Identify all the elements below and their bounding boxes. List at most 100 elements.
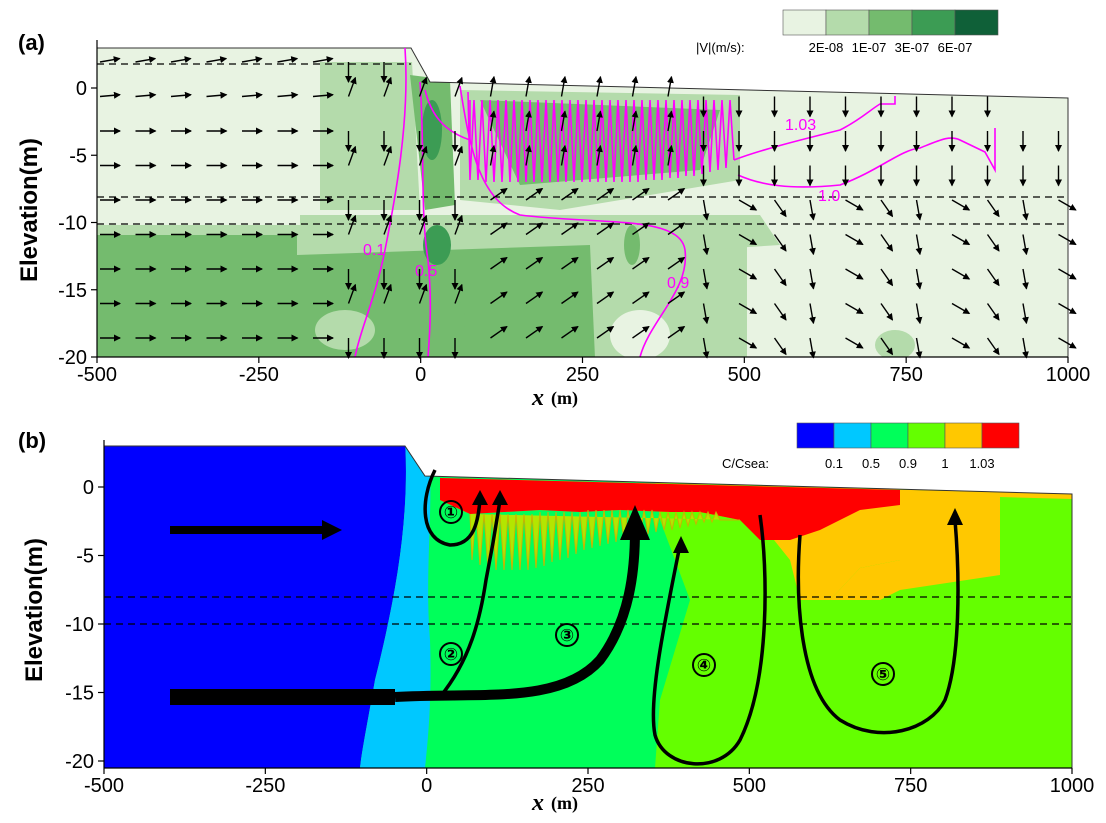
velocity-vector	[1058, 199, 1077, 211]
velocity-vector	[880, 234, 894, 252]
flow-path-label-1: ①	[439, 500, 463, 524]
velocity-vector	[738, 302, 758, 315]
colorbar-b-swatch	[944, 422, 983, 449]
velocity-vector	[951, 337, 971, 349]
inflow-arrow-upper-head	[322, 520, 342, 540]
velocity-vector	[808, 268, 816, 290]
velocity-vector	[666, 110, 674, 132]
velocity-vector	[418, 145, 428, 166]
velocity-vector	[490, 256, 508, 270]
velocity-vector	[915, 268, 923, 290]
velocity-vector	[525, 187, 544, 201]
velocity-vector	[525, 256, 544, 270]
velocity-vector	[561, 325, 579, 339]
xtick-label: 0	[421, 775, 432, 797]
velocity-vector	[383, 145, 393, 166]
velocity-vector	[738, 199, 758, 211]
velocity-vector	[632, 291, 650, 305]
ytick-label: -10	[65, 614, 94, 636]
velocity-vector	[667, 187, 686, 201]
velocity-vector	[880, 303, 894, 321]
colorbar-b-label: 1.03	[969, 456, 994, 471]
svg-text:④: ④	[697, 656, 711, 676]
velocity-vector	[632, 325, 650, 339]
contour-labels: 0.1 0.5 0.9 1.0 1.03	[363, 117, 840, 292]
xtick-label: 250	[566, 364, 599, 386]
velocity-vector	[490, 187, 508, 201]
velocity-vector	[845, 233, 864, 246]
velocity-vector	[702, 303, 710, 325]
velocity-vector	[241, 91, 263, 99]
velocity-vectors	[99, 56, 1077, 359]
colorbar-a-labels: 2E-08 1E-07 3E-07 6E-07	[809, 40, 973, 55]
velocity-vector	[596, 256, 615, 270]
xtick-label: 750	[894, 775, 927, 797]
ytick-label: -15	[65, 683, 94, 705]
contour-0.9	[459, 85, 687, 358]
velocity-vector	[561, 256, 579, 270]
panel-a-tag: (a)	[18, 30, 45, 55]
velocity-vector	[489, 110, 497, 132]
ytick-label: -10	[58, 213, 87, 235]
velocity-vector	[383, 76, 393, 97]
xtick-label: 750	[889, 364, 922, 386]
flow-path-3	[394, 529, 640, 702]
velocity-vector	[596, 187, 615, 201]
velocity-vector	[277, 91, 299, 99]
velocity-vector	[596, 222, 615, 236]
colorbar-a-label: 1E-07	[852, 40, 887, 55]
svg-text:⑤: ⑤	[876, 665, 890, 685]
velocity-vector	[773, 234, 787, 252]
velocity-vector	[666, 144, 674, 166]
velocity-vector	[524, 144, 532, 166]
velocity-vector	[915, 303, 923, 325]
velocity-vector	[454, 145, 464, 166]
ytick-label: 0	[83, 477, 94, 499]
colorbar-a-swatch	[954, 9, 999, 36]
xticks-b: -500 -250 0 250 500 750 1000	[84, 768, 1094, 797]
velocity-vector	[99, 91, 121, 99]
velocity-vector	[702, 234, 710, 256]
velocity-vector	[667, 325, 686, 339]
xtick-label: 1000	[1046, 364, 1091, 386]
colorbar-a-swatch	[868, 9, 913, 36]
velocity-vector	[347, 76, 357, 97]
svg-text:③: ③	[560, 626, 574, 646]
velocity-vector	[666, 75, 674, 97]
contour-1.03	[733, 96, 896, 161]
colorbar-b-swatch	[981, 422, 1020, 449]
velocity-vector	[738, 268, 758, 280]
velocity-vector	[241, 56, 263, 64]
velocity-vector	[880, 268, 894, 287]
colorbar-b-title: C/Csea:	[722, 456, 769, 471]
velocity-vector	[1021, 234, 1029, 256]
velocity-vector	[667, 222, 686, 236]
velocity-vector	[490, 222, 508, 236]
velocity-vector	[454, 76, 464, 97]
flow-paths	[170, 469, 963, 766]
velocity-vector	[845, 199, 864, 211]
velocity-vector	[596, 291, 615, 305]
ytick-label: -20	[58, 347, 87, 369]
colorbar-a: |V|(m/s): 2E-08 1E-07 3E-07 6E-07	[696, 9, 999, 55]
velocity-vector	[418, 76, 428, 97]
velocity-vector	[347, 214, 357, 235]
velocity-vector	[667, 291, 686, 305]
velocity-vector	[561, 187, 579, 201]
velocity-vector	[524, 75, 532, 97]
flow-path-label-5: ⑤	[871, 662, 895, 686]
velocity-vector	[489, 144, 497, 166]
panel-a: (a)	[16, 9, 1091, 411]
panel-b: (b)	[18, 422, 1094, 816]
contour-0.5	[419, 81, 432, 358]
velocity-vector	[702, 268, 710, 290]
velocity-vector	[312, 91, 334, 99]
colorbar-b-label: 0.9	[899, 456, 917, 471]
velocity-vector	[1021, 199, 1029, 221]
colorbar-b-labels: 0.1 0.5 0.9 1 1.03	[825, 456, 995, 471]
velocity-vector	[880, 337, 894, 356]
velocity-vector	[383, 283, 393, 304]
velocity-vector	[347, 145, 357, 166]
flow-path-4-head	[673, 536, 689, 553]
contour-label-0.1: 0.1	[363, 242, 385, 259]
